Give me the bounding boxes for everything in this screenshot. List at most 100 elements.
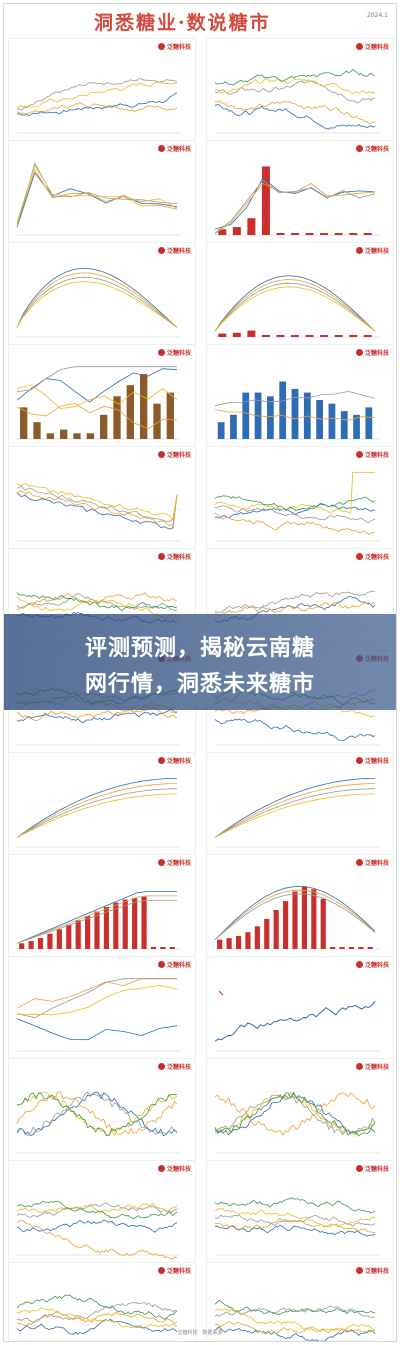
bar bbox=[217, 422, 225, 439]
bar bbox=[301, 886, 307, 949]
bar bbox=[353, 414, 360, 439]
series-line bbox=[16, 1219, 178, 1233]
chart-panel: 泛糖科技 bbox=[8, 140, 196, 252]
series-line bbox=[16, 793, 178, 838]
bar bbox=[363, 335, 372, 337]
series-line bbox=[16, 485, 178, 522]
brand-logo: 泛糖科技 bbox=[356, 756, 389, 765]
bar bbox=[291, 335, 299, 337]
series-line bbox=[214, 79, 376, 104]
series-line bbox=[16, 783, 177, 838]
series-line bbox=[214, 68, 376, 86]
bar bbox=[245, 932, 251, 949]
bar bbox=[291, 233, 299, 235]
bar bbox=[230, 414, 237, 439]
bar bbox=[218, 229, 227, 235]
chart-panel: 泛糖科技 bbox=[8, 1058, 196, 1170]
chart-panel: 泛糖科技 bbox=[8, 1160, 196, 1272]
bar bbox=[261, 335, 270, 337]
bar bbox=[113, 902, 119, 949]
bar bbox=[320, 335, 329, 337]
bar bbox=[85, 915, 91, 949]
bar bbox=[132, 898, 138, 949]
bar bbox=[358, 947, 364, 949]
bar bbox=[47, 933, 53, 949]
series-line bbox=[214, 793, 376, 838]
series-line bbox=[16, 1018, 178, 1041]
bar bbox=[113, 396, 121, 439]
chart-panel: 泛糖科技 bbox=[8, 38, 196, 150]
bar bbox=[316, 400, 323, 439]
page-title: 洞悉糖业·数说糖市 bbox=[94, 12, 271, 34]
thumbnail-chart bbox=[16, 479, 181, 542]
chart-panel: 泛糖科技 bbox=[206, 752, 394, 864]
brand-logo: 泛糖科技 bbox=[356, 144, 389, 153]
series-line bbox=[214, 78, 376, 95]
series-line bbox=[16, 788, 177, 838]
bar bbox=[349, 233, 358, 235]
bar bbox=[305, 233, 314, 235]
thumbnail-chart bbox=[16, 978, 181, 1052]
chart-panel: 泛糖科技 bbox=[206, 344, 394, 456]
bar bbox=[367, 947, 373, 949]
series-line bbox=[16, 1318, 178, 1335]
series-line bbox=[214, 177, 376, 230]
thumbnail-chart bbox=[214, 68, 379, 134]
series-line bbox=[16, 368, 178, 403]
series-line bbox=[16, 492, 178, 530]
brand-logo: 泛糖科技 bbox=[158, 246, 191, 255]
series-line bbox=[16, 366, 177, 393]
series-line bbox=[214, 1092, 376, 1136]
series-line bbox=[16, 1091, 178, 1137]
series-line bbox=[214, 409, 376, 421]
bar bbox=[247, 330, 256, 337]
series-line bbox=[16, 276, 178, 328]
series-line bbox=[16, 899, 177, 944]
brand-logo: 泛糖科技 bbox=[356, 1266, 389, 1275]
bar bbox=[279, 381, 287, 439]
bar bbox=[141, 896, 147, 949]
series-line bbox=[214, 1092, 376, 1137]
page-tag: 2024.1 bbox=[367, 12, 388, 19]
thumbnail-chart bbox=[214, 1193, 379, 1256]
thumbnail-chart bbox=[214, 471, 379, 542]
series-line bbox=[214, 512, 376, 536]
bar bbox=[242, 392, 250, 439]
series-line bbox=[214, 1224, 376, 1237]
bar bbox=[19, 943, 25, 949]
series-line bbox=[214, 286, 376, 332]
bar bbox=[33, 422, 41, 439]
bar bbox=[37, 938, 44, 949]
chart-panel: 泛糖科技 bbox=[206, 1160, 394, 1272]
series-line bbox=[16, 161, 178, 228]
bar bbox=[226, 938, 232, 949]
series-line bbox=[214, 1214, 376, 1227]
bar bbox=[261, 166, 270, 235]
series-line bbox=[16, 1091, 178, 1137]
thumbnail-chart bbox=[214, 1295, 379, 1341]
series-line bbox=[16, 102, 178, 115]
thumbnail-chart bbox=[214, 989, 379, 1052]
thumbnail-chart bbox=[16, 366, 181, 440]
series-line bbox=[214, 503, 376, 519]
series-line bbox=[214, 778, 376, 838]
series-line bbox=[214, 1218, 375, 1233]
brand-logo: 泛糖科技 bbox=[356, 246, 389, 255]
brand-logo: 泛糖科技 bbox=[158, 960, 191, 969]
bar bbox=[153, 403, 161, 439]
series-line bbox=[16, 1220, 178, 1260]
series-line bbox=[214, 601, 376, 617]
screenshot-frame: 洞悉糖业·数说糖市 2024.1 泛糖科技 泛糖科技 泛糖科技 泛糖科技 泛糖科技 泛糖科… bbox=[3, 3, 397, 1342]
series-line bbox=[16, 596, 178, 619]
series-line bbox=[214, 886, 376, 940]
series-line bbox=[16, 272, 178, 328]
series-line bbox=[214, 1094, 376, 1136]
brand-logo: 泛糖科技 bbox=[356, 960, 389, 969]
series-line bbox=[16, 281, 178, 328]
chart-panel: 泛糖科技 bbox=[206, 446, 394, 558]
series-line bbox=[214, 718, 376, 742]
brand-logo: 泛糖科技 bbox=[356, 1062, 389, 1071]
series-line bbox=[16, 1091, 178, 1136]
series-line bbox=[16, 267, 178, 328]
thumbnail-chart bbox=[214, 275, 379, 338]
